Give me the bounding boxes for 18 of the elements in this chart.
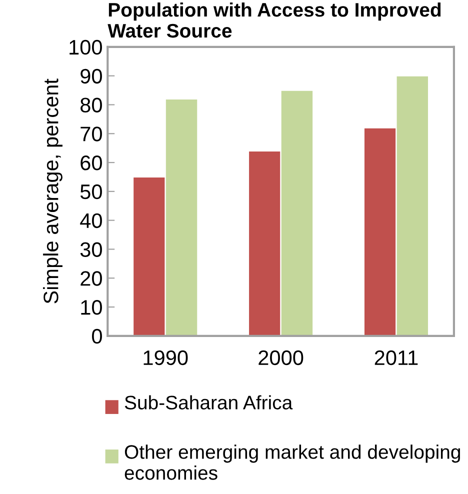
x-tick-label: 1990 — [144, 350, 188, 366]
x-tick-label: 2011 — [374, 350, 418, 366]
y-tick-label: 70 — [80, 126, 102, 142]
y-tick-label: 90 — [80, 68, 102, 84]
x-tick-label: 2000 — [258, 350, 304, 366]
legend-label: Other emerging market and developing economies — [124, 444, 460, 480]
y-tick-label: 30 — [80, 242, 102, 257]
y-tick-label: 100 — [70, 40, 102, 55]
y-tick-label: 40 — [80, 213, 102, 228]
y-tick-label: 80 — [80, 98, 102, 112]
y-axis-title: Simple average, percent — [43, 78, 62, 304]
legend-label: Sub-Saharan Africa — [124, 395, 293, 410]
y-tick-label: 20 — [80, 271, 102, 286]
y-tick-label: 60 — [80, 156, 102, 170]
y-tick-label: 50 — [80, 184, 102, 200]
chart-title: Population with Access to Improved Water Source — [108, 2, 441, 38]
y-tick-label: 0 — [92, 328, 102, 344]
y-tick-label: 10 — [81, 300, 102, 315]
